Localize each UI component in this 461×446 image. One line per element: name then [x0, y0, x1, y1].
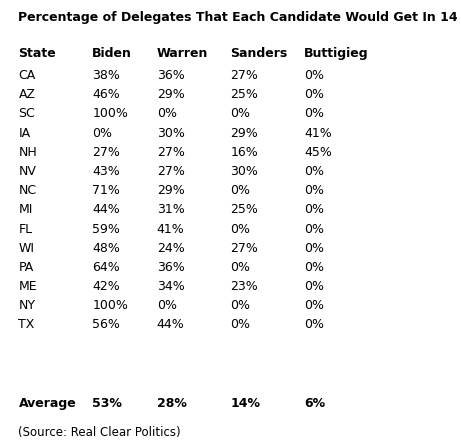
Text: 36%: 36%: [157, 69, 184, 82]
Text: NC: NC: [18, 184, 36, 197]
Text: AZ: AZ: [18, 88, 35, 101]
Text: 38%: 38%: [92, 69, 120, 82]
Text: 46%: 46%: [92, 88, 120, 101]
Text: 0%: 0%: [304, 203, 324, 216]
Text: 25%: 25%: [230, 88, 258, 101]
Text: State: State: [18, 47, 56, 60]
Text: 30%: 30%: [230, 165, 258, 178]
Text: 0%: 0%: [304, 165, 324, 178]
Text: 0%: 0%: [92, 127, 112, 140]
Text: 0%: 0%: [157, 107, 177, 120]
Text: 6%: 6%: [304, 397, 325, 410]
Text: 29%: 29%: [157, 184, 184, 197]
Text: 41%: 41%: [304, 127, 332, 140]
Text: 44%: 44%: [92, 203, 120, 216]
Text: 23%: 23%: [230, 280, 258, 293]
Text: 0%: 0%: [304, 261, 324, 274]
Text: Buttigieg: Buttigieg: [304, 47, 369, 60]
Text: PA: PA: [18, 261, 34, 274]
Text: WI: WI: [18, 242, 35, 255]
Text: 0%: 0%: [304, 280, 324, 293]
Text: 0%: 0%: [304, 299, 324, 312]
Text: FL: FL: [18, 223, 33, 235]
Text: 29%: 29%: [230, 127, 258, 140]
Text: 0%: 0%: [230, 107, 250, 120]
Text: 0%: 0%: [230, 184, 250, 197]
Text: CA: CA: [18, 69, 35, 82]
Text: MI: MI: [18, 203, 33, 216]
Text: 27%: 27%: [230, 242, 258, 255]
Text: 0%: 0%: [230, 223, 250, 235]
Text: 28%: 28%: [157, 397, 187, 410]
Text: 71%: 71%: [92, 184, 120, 197]
Text: 14%: 14%: [230, 397, 260, 410]
Text: 0%: 0%: [304, 88, 324, 101]
Text: 42%: 42%: [92, 280, 120, 293]
Text: NH: NH: [18, 146, 37, 159]
Text: 43%: 43%: [92, 165, 120, 178]
Text: 0%: 0%: [304, 184, 324, 197]
Text: 48%: 48%: [92, 242, 120, 255]
Text: 31%: 31%: [157, 203, 184, 216]
Text: 30%: 30%: [157, 127, 184, 140]
Text: 64%: 64%: [92, 261, 120, 274]
Text: 56%: 56%: [92, 318, 120, 331]
Text: Sanders: Sanders: [230, 47, 288, 60]
Text: NY: NY: [18, 299, 35, 312]
Text: SC: SC: [18, 107, 35, 120]
Text: 29%: 29%: [157, 88, 184, 101]
Text: NV: NV: [18, 165, 36, 178]
Text: 34%: 34%: [157, 280, 184, 293]
Text: (Source: Real Clear Politics): (Source: Real Clear Politics): [18, 426, 181, 439]
Text: 27%: 27%: [157, 165, 184, 178]
Text: 0%: 0%: [157, 299, 177, 312]
Text: 45%: 45%: [304, 146, 332, 159]
Text: 100%: 100%: [92, 299, 128, 312]
Text: 16%: 16%: [230, 146, 258, 159]
Text: 0%: 0%: [230, 318, 250, 331]
Text: 44%: 44%: [157, 318, 184, 331]
Text: 0%: 0%: [304, 107, 324, 120]
Text: 25%: 25%: [230, 203, 258, 216]
Text: 36%: 36%: [157, 261, 184, 274]
Text: 0%: 0%: [230, 261, 250, 274]
Text: Warren: Warren: [157, 47, 208, 60]
Text: 27%: 27%: [157, 146, 184, 159]
Text: Biden: Biden: [92, 47, 132, 60]
Text: Percentage of Delegates That Each Candidate Would Get In 14 States: Percentage of Delegates That Each Candid…: [18, 11, 461, 24]
Text: ME: ME: [18, 280, 37, 293]
Text: 53%: 53%: [92, 397, 122, 410]
Text: 0%: 0%: [304, 223, 324, 235]
Text: 0%: 0%: [304, 69, 324, 82]
Text: 0%: 0%: [230, 299, 250, 312]
Text: IA: IA: [18, 127, 30, 140]
Text: 41%: 41%: [157, 223, 184, 235]
Text: 100%: 100%: [92, 107, 128, 120]
Text: 0%: 0%: [304, 242, 324, 255]
Text: 27%: 27%: [230, 69, 258, 82]
Text: 59%: 59%: [92, 223, 120, 235]
Text: 24%: 24%: [157, 242, 184, 255]
Text: 27%: 27%: [92, 146, 120, 159]
Text: TX: TX: [18, 318, 35, 331]
Text: Average: Average: [18, 397, 76, 410]
Text: 0%: 0%: [304, 318, 324, 331]
